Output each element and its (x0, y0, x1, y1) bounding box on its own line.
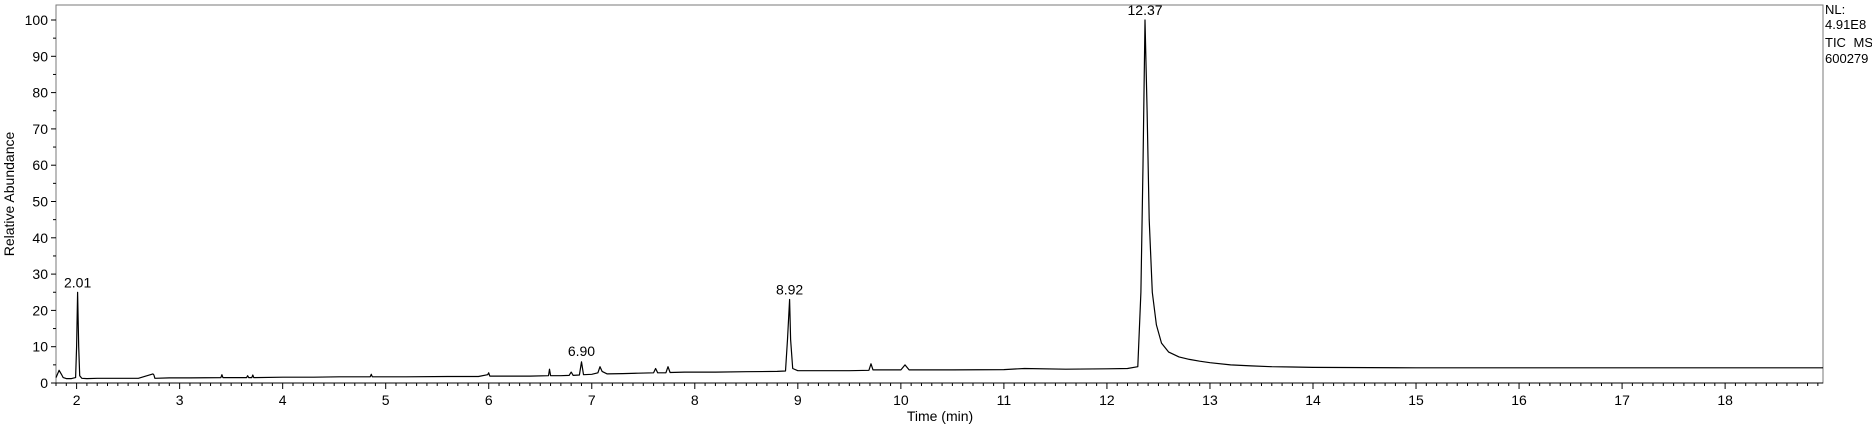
y-tick-label: 30 (32, 266, 48, 282)
y-tick-label: 40 (32, 230, 48, 246)
x-tick-label: 4 (279, 392, 287, 408)
x-axis: 2 3 4 5 6 7 8 9 10 11 12 13 14 15 16 17 18 (55, 382, 1823, 408)
peak-label: 12.37 (1128, 2, 1163, 18)
x-tick-label: 11 (997, 392, 1012, 408)
y-tick-label: 90 (32, 48, 48, 64)
x-axis-title: Time (min) (907, 408, 973, 424)
y-axis-title: Relative Abundance (1, 132, 17, 257)
y-tick-label: 20 (32, 302, 48, 318)
x-tick-label: 8 (691, 392, 699, 408)
tic-trace-line (55, 19, 1823, 380)
x-tick-label: 16 (1511, 392, 1527, 408)
y-tick-label: 80 (32, 85, 48, 101)
y-tick-label: 10 (32, 339, 48, 355)
y-tick-label: 100 (25, 12, 49, 28)
trace-label: TIC MS (1825, 35, 1872, 50)
nl-label: NL: (1825, 2, 1846, 17)
x-tick-label: 7 (588, 392, 596, 408)
x-tick-label: 10 (893, 392, 909, 408)
x-tick-label: 17 (1614, 392, 1630, 408)
x-tick-label: 6 (485, 392, 493, 408)
x-tick-label: 9 (794, 392, 802, 408)
x-tick-label: 15 (1408, 392, 1424, 408)
peak-label: 2.01 (64, 274, 91, 290)
y-tick-label: 50 (32, 194, 48, 210)
peak-label: 6.90 (568, 343, 595, 359)
x-tick-label: 13 (1202, 392, 1218, 408)
x-tick-label: 5 (382, 392, 390, 408)
peak-label: 8.92 (776, 282, 803, 298)
x-tick-label: 3 (176, 392, 184, 408)
x-tick-label: 12 (1099, 392, 1115, 408)
y-tick-label: 60 (32, 157, 48, 173)
x-tick-label: 2 (73, 392, 81, 408)
y-tick-label: 70 (32, 121, 48, 137)
x-tick-label: 14 (1305, 392, 1321, 408)
nl-value: 4.91E8 (1825, 17, 1867, 32)
peak-labels: 2.01 6.90 8.92 12.37 (64, 2, 1163, 359)
x-tick-label: 18 (1717, 392, 1733, 408)
y-tick-label: 0 (40, 375, 48, 391)
plot-frame (55, 4, 1824, 384)
y-axis: 0 10 20 30 40 50 60 70 80 90 100 (25, 12, 56, 391)
sample-id: 600279 (1825, 51, 1869, 66)
